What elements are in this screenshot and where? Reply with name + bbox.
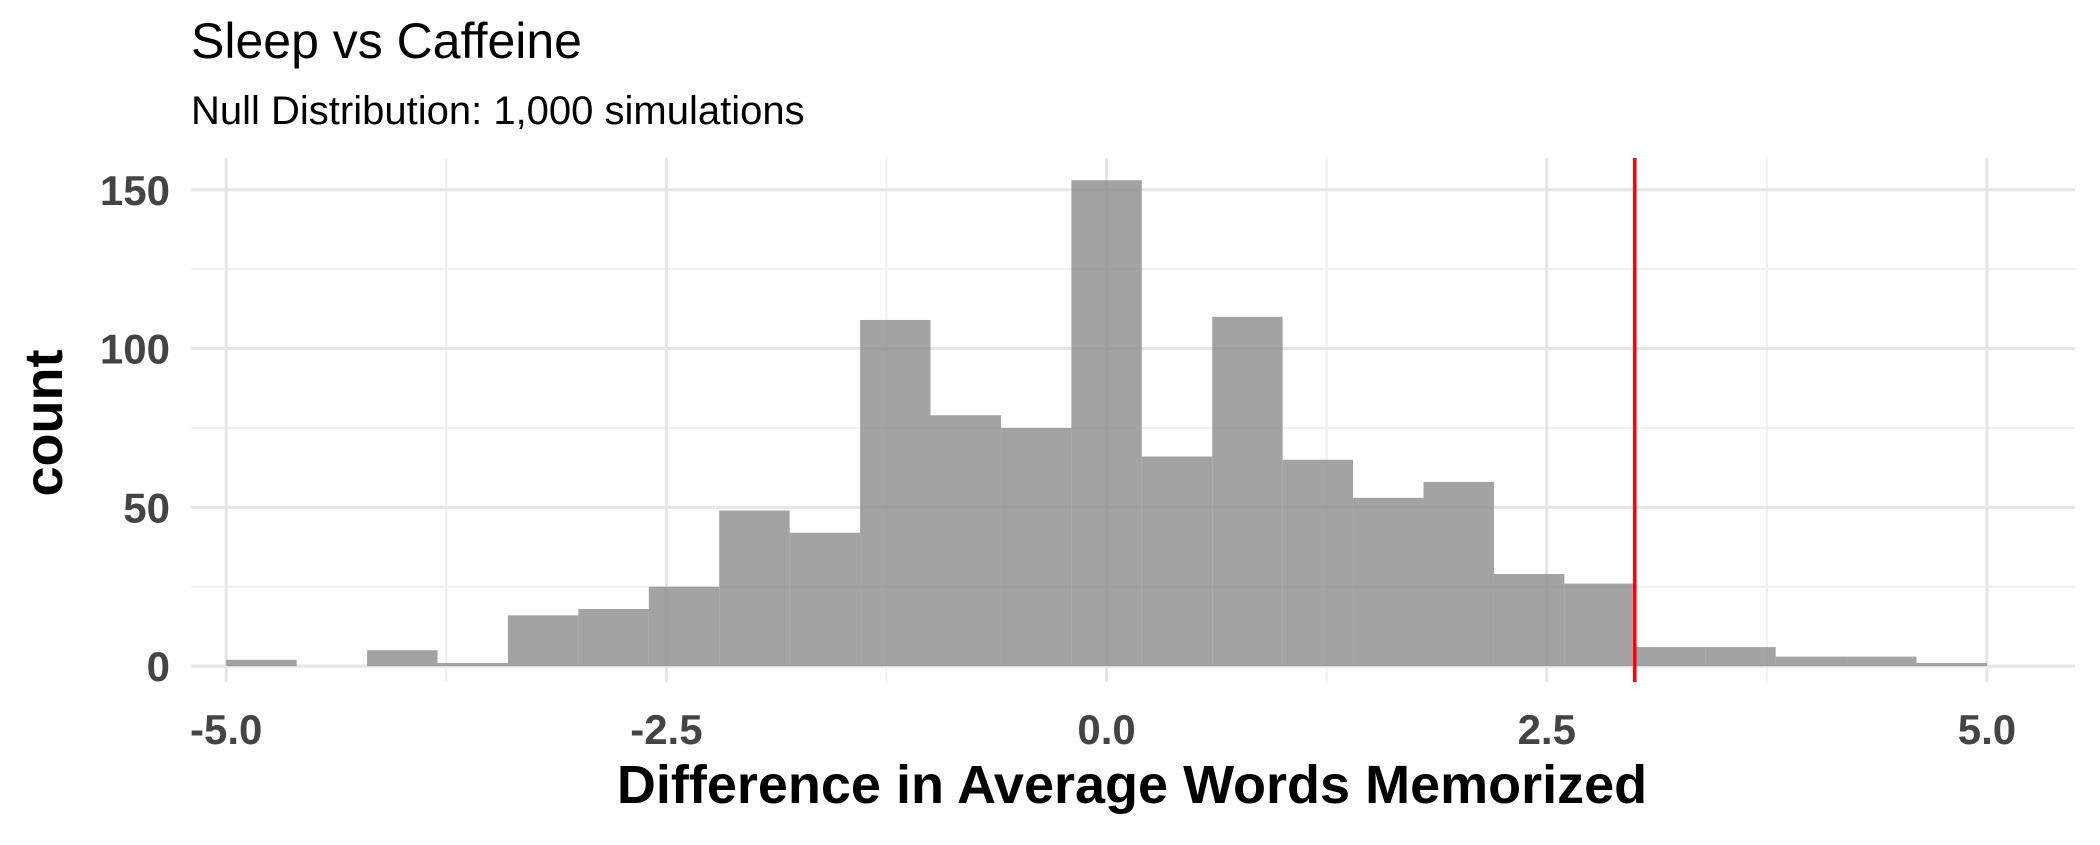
x-tick-label: -2.5 xyxy=(630,706,702,753)
x-tick-label: 2.5 xyxy=(1518,706,1576,753)
histogram-bar xyxy=(1493,574,1565,667)
histogram-bar xyxy=(789,532,861,667)
histogram-bars xyxy=(226,180,1987,667)
histogram-bar xyxy=(1916,662,1987,667)
y-tick-label: 50 xyxy=(123,484,170,531)
histogram-bar xyxy=(437,662,508,667)
histogram-bar xyxy=(1071,180,1142,667)
x-axis-title: Difference in Average Words Memorized xyxy=(617,755,1647,815)
histogram-bar xyxy=(1141,456,1213,667)
histogram-bar xyxy=(1564,583,1635,667)
histogram-bar xyxy=(1000,427,1072,667)
histogram-bar xyxy=(1353,497,1424,667)
y-tick-label: 100 xyxy=(100,326,170,373)
chart-title: Sleep vs Caffeine xyxy=(191,13,582,69)
histogram-bar xyxy=(1846,656,1917,667)
histogram-bar xyxy=(1282,459,1354,667)
x-tick-label: 0.0 xyxy=(1077,706,1135,753)
x-tick-label: -5.0 xyxy=(190,706,262,753)
histogram-bar xyxy=(1775,656,1847,667)
histogram-bar xyxy=(226,659,297,667)
chart-subtitle: Null Distribution: 1,000 simulations xyxy=(191,89,805,133)
y-axis-title: count xyxy=(14,350,74,497)
histogram-bar xyxy=(1423,481,1494,667)
histogram-bar xyxy=(860,319,931,667)
histogram-bar xyxy=(507,615,579,667)
histogram-bar xyxy=(930,415,1001,667)
histogram-bar xyxy=(1212,316,1283,667)
y-axis-ticks: 0 50 100 150 xyxy=(100,167,170,690)
y-tick-label: 150 xyxy=(100,167,170,214)
x-tick-label: 5.0 xyxy=(1958,706,2016,753)
histogram-bar xyxy=(367,650,438,667)
histogram-bar xyxy=(648,586,720,667)
histogram-bar xyxy=(1634,647,1706,667)
x-axis-ticks: -5.0 -2.5 0.0 2.5 5.0 xyxy=(190,706,2016,753)
histogram-bar xyxy=(578,608,649,667)
histogram-bar xyxy=(719,510,790,667)
histogram-bar xyxy=(1705,647,1776,667)
y-tick-label: 0 xyxy=(147,643,170,690)
